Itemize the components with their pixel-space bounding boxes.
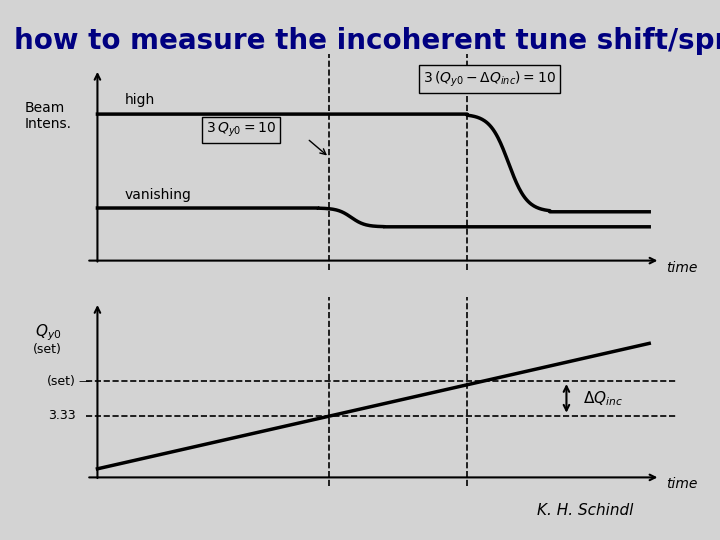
Text: (set): (set)	[33, 343, 62, 356]
Text: —: —	[78, 376, 89, 386]
Text: (set): (set)	[47, 375, 76, 388]
Text: $3\,Q_{y0} = 10$: $3\,Q_{y0} = 10$	[206, 121, 276, 139]
Text: Beam
Intens.: Beam Intens.	[24, 101, 71, 131]
Text: 3.33: 3.33	[48, 409, 76, 422]
Text: time: time	[666, 477, 697, 491]
Text: vanishing: vanishing	[125, 188, 192, 202]
Text: $3\,(Q_{y0} - \Delta Q_{inc}) = 10$: $3\,(Q_{y0} - \Delta Q_{inc}) = 10$	[423, 69, 556, 89]
Text: high: high	[125, 92, 156, 106]
Text: K. H. Schindl: K. H. Schindl	[537, 503, 634, 518]
Text: $\Delta Q_{inc}$: $\Delta Q_{inc}$	[583, 389, 623, 408]
Text: $Q_{y0}$: $Q_{y0}$	[35, 323, 61, 343]
Text: time: time	[666, 261, 697, 275]
Text: how to measure the incoherent tune shift/spread?: how to measure the incoherent tune shift…	[14, 27, 720, 55]
